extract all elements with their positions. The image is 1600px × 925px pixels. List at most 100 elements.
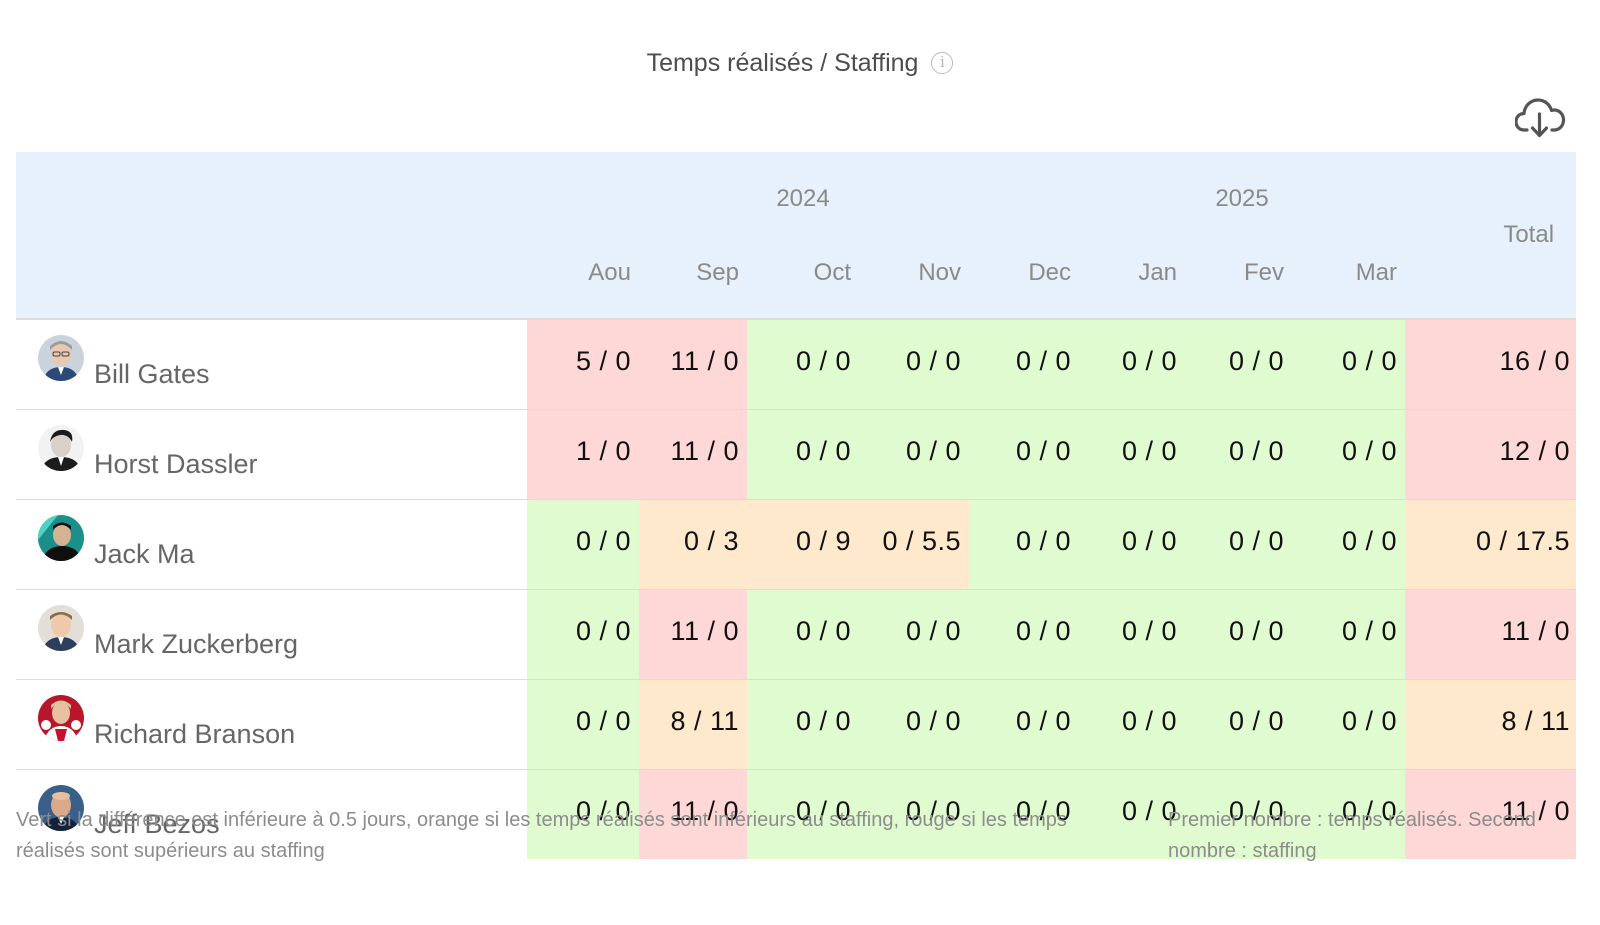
cell-value: 0 / 0 (527, 769, 639, 859)
cell-value: 0 / 0 (1185, 499, 1293, 590)
table-row: Jeff Bezos 0 / 0 11 / 0 0 / 0 0 / 0 0 / … (16, 769, 1577, 859)
person-cell[interactable]: Mark Zuckerberg (16, 589, 527, 680)
cell-value: 0 / 0 (859, 589, 969, 680)
person-cell[interactable]: Bill Gates (16, 319, 527, 410)
cell-value: 0 / 0 (1079, 319, 1186, 410)
cell-value: 0 / 0 (969, 679, 1080, 770)
cell-value: 0 / 0 (1185, 679, 1293, 770)
page-title: Temps réalisés / Staffing (646, 48, 919, 77)
cell-value: 0 / 0 (969, 769, 1080, 859)
cell-value: 5 / 0 (527, 319, 639, 410)
cell-value: 0 / 0 (969, 589, 1080, 680)
cell-value: 0 / 0 (747, 319, 859, 410)
year-header-row: 2024 2025 Total (16, 152, 1577, 320)
cell-value: 0 / 0 (859, 769, 969, 859)
title-row: Temps réalisés / Staffing i (0, 48, 1600, 78)
total-value: 16 / 0 (1405, 319, 1577, 410)
cell-value: 0 / 0 (969, 499, 1080, 590)
avatar (38, 785, 84, 831)
cell-value: 0 / 0 (1185, 769, 1293, 859)
year-2025-header: 2025 (1079, 152, 1406, 236)
cell-value: 8 / 11 (639, 679, 747, 770)
cell-value: 0 / 9 (747, 499, 859, 590)
table-row: Bill Gates 5 / 0 11 / 0 0 / 0 0 / 0 0 / … (16, 319, 1577, 410)
cell-value: 0 / 0 (1079, 409, 1186, 500)
avatar (38, 695, 84, 741)
total-value: 11 / 0 (1405, 589, 1577, 680)
cell-value: 0 / 0 (1079, 769, 1186, 859)
table-row: Richard Branson 0 / 0 8 / 11 0 / 0 0 / 0… (16, 679, 1577, 770)
cell-value: 0 / 0 (1185, 409, 1293, 500)
cell-value: 0 / 0 (747, 679, 859, 770)
number-legend: Premier nombre : temps réalisés. Second … (1168, 809, 1536, 862)
cell-value: 0 / 0 (1079, 589, 1186, 680)
cell-value: 0 / 0 (1292, 589, 1406, 680)
cell-value: 0 / 0 (1185, 319, 1293, 410)
cell-value: 0 / 0 (1292, 769, 1406, 859)
cell-value: 0 / 0 (969, 409, 1080, 500)
cell-value: 11 / 0 (639, 589, 747, 680)
cell-value: 0 / 0 (1292, 409, 1406, 500)
month-header: Nov (859, 236, 969, 320)
person-name: Bill Gates (94, 359, 210, 389)
month-header: Mar (1292, 236, 1406, 320)
person-name: Jack Ma (94, 539, 195, 569)
table-row: Jack Ma 0 / 0 0 / 3 0 / 9 0 / 5.5 0 / 0 … (16, 499, 1577, 590)
avatar (38, 605, 84, 651)
person-name: Jeff Bezos (94, 809, 220, 839)
cloud-download-icon[interactable] (1514, 97, 1566, 139)
cell-value: 0 / 0 (527, 589, 639, 680)
cell-value: 0 / 0 (859, 319, 969, 410)
person-cell[interactable]: Richard Branson (16, 679, 527, 770)
total-value: 8 / 11 (1405, 679, 1577, 770)
color-legend: Vert si la différence est inférieure à 0… (16, 809, 1067, 862)
cell-value: 0 / 0 (527, 499, 639, 590)
name-column-header-spacer (16, 236, 527, 320)
total-value: 0 / 17.5 (1405, 499, 1577, 590)
cell-value: 0 / 0 (1185, 589, 1293, 680)
staffing-table: 2024 2025 Total Aou Sep Oct Nov Dec Jan … (16, 152, 1577, 859)
person-name: Horst Dassler (94, 449, 258, 479)
cell-value: 0 / 0 (747, 769, 859, 859)
name-column-header (16, 152, 527, 236)
info-icon[interactable]: i (931, 52, 954, 75)
cell-value: 0 / 0 (1079, 499, 1186, 590)
total-value: 11 / 0 (1405, 769, 1577, 859)
month-header-row: Aou Sep Oct Nov Dec Jan Fev Mar (16, 236, 1576, 320)
cell-value: 0 / 0 (747, 589, 859, 680)
table-row: Horst Dassler 1 / 0 11 / 0 0 / 0 0 / 0 0… (16, 409, 1577, 500)
cell-value: 0 / 0 (859, 679, 969, 770)
person-cell[interactable]: Jack Ma (16, 499, 527, 590)
person-cell[interactable]: Horst Dassler (16, 409, 527, 500)
cell-value: 0 / 0 (969, 319, 1080, 410)
month-header: Fev (1185, 236, 1293, 320)
cell-value: 0 / 0 (527, 679, 639, 770)
cell-value: 0 / 0 (1292, 319, 1406, 410)
cell-value: 0 / 0 (1079, 679, 1186, 770)
month-header: Sep (639, 236, 747, 320)
cell-value: 0 / 0 (859, 409, 969, 500)
cell-value: 0 / 0 (1292, 499, 1406, 590)
avatar (38, 335, 84, 381)
month-header: Jan (1079, 236, 1186, 320)
cell-value: 0 / 3 (639, 499, 747, 590)
cell-value: 0 / 0 (747, 409, 859, 500)
cell-value: 11 / 0 (639, 319, 747, 410)
year-2024-header: 2024 (527, 152, 1080, 236)
table-row: Mark Zuckerberg 0 / 0 11 / 0 0 / 0 0 / 0… (16, 589, 1577, 680)
cell-value: 1 / 0 (527, 409, 639, 500)
month-header: Oct (747, 236, 859, 320)
cell-value: 11 / 0 (639, 409, 747, 500)
month-header: Aou (527, 236, 639, 320)
total-column-header: Total (1405, 152, 1577, 320)
cell-value: 11 / 0 (639, 769, 747, 859)
person-name: Mark Zuckerberg (94, 629, 299, 659)
total-value: 12 / 0 (1405, 409, 1577, 500)
cell-value: 0 / 5.5 (859, 499, 969, 590)
person-cell[interactable]: Jeff Bezos (16, 769, 527, 859)
month-header: Dec (969, 236, 1080, 320)
avatar (38, 515, 84, 561)
avatar (38, 425, 84, 471)
cell-value: 0 / 0 (1292, 679, 1406, 770)
